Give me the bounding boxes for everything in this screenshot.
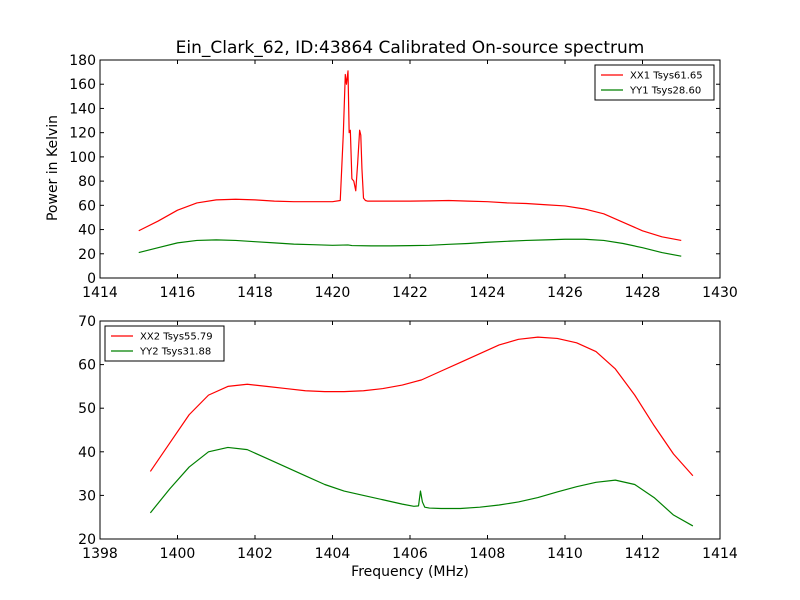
x-tick-label: 1408: [470, 546, 506, 562]
y-tick-label: 0: [87, 271, 96, 287]
x-tick-label: 1422: [392, 285, 428, 301]
legend-label: XX1 Tsys61.65: [630, 71, 703, 82]
y-tick-label: 140: [69, 101, 96, 117]
legend-label: YY1 Tsys28.60: [629, 86, 701, 97]
x-tick-label: 1404: [315, 546, 351, 562]
x-tick-label: 1398: [82, 546, 118, 562]
x-tick-label: 1420: [315, 285, 351, 301]
y-tick-label: 20: [78, 532, 96, 548]
x-tick-label: 1428: [625, 285, 661, 301]
x-tick-label: 1416: [160, 285, 196, 301]
top-y-axis-title: Power in Kelvin: [45, 115, 61, 221]
legend-box: [104, 325, 225, 362]
x-tick-label: 1418: [237, 285, 273, 301]
legend: XX1 Tsys61.65 YY1 Tsys28.60: [594, 64, 715, 101]
x-tick-label: 1430: [702, 285, 738, 301]
x-tick-label: 1424: [470, 285, 506, 301]
bottom-spectrum-panel: 1398 1400 1402 1404 1406 1408 1410 1412 1414 20 30…: [78, 314, 738, 562]
legend-label: YY2 Tsys31.88: [139, 347, 211, 358]
x-tick-label: 1400: [160, 546, 196, 562]
legend-box: [594, 64, 715, 101]
bottom-x-axis-title: Frequency (MHz): [351, 564, 469, 580]
y-tick-label: 120: [69, 126, 96, 142]
y-tick-label: 40: [78, 445, 96, 461]
y-tick-label: 50: [78, 401, 96, 417]
x-tick-label: 1410: [547, 546, 583, 562]
top-spectrum-panel: 1414 1416 1418 1420 1422 1424 1426 1428 1430 0 20 4…: [69, 53, 738, 301]
y-tick-label: 100: [69, 150, 96, 166]
y-tick-label: 180: [69, 53, 96, 69]
series-line-2: [138, 238, 682, 257]
series-line-1: [138, 70, 682, 242]
legend: XX2 Tsys55.79 YY2 Tsys31.88: [104, 325, 225, 362]
y-tick-label: 20: [78, 247, 96, 263]
x-tick-label: 1414: [702, 546, 738, 562]
series-line-1: [149, 336, 694, 477]
y-tick-label: 160: [69, 77, 96, 93]
x-tick-label: 1426: [547, 285, 583, 301]
series-line-2: [149, 446, 694, 527]
x-tick-label: 1414: [82, 285, 118, 301]
x-tick-label: 1412: [625, 546, 661, 562]
y-tick-label: 40: [78, 223, 96, 239]
x-tick-label: 1406: [392, 546, 428, 562]
y-tick-label: 30: [78, 488, 96, 504]
legend-label: XX2 Tsys55.79: [140, 332, 213, 343]
y-tick-label: 70: [78, 314, 96, 330]
x-tick-label: 1402: [237, 546, 273, 562]
y-tick-label: 80: [78, 174, 96, 190]
y-tick-label: 60: [78, 198, 96, 214]
figure-title: Ein_Clark_62, ID:43864 Calibrated On-sou…: [176, 38, 645, 58]
y-tick-label: 60: [78, 358, 96, 374]
